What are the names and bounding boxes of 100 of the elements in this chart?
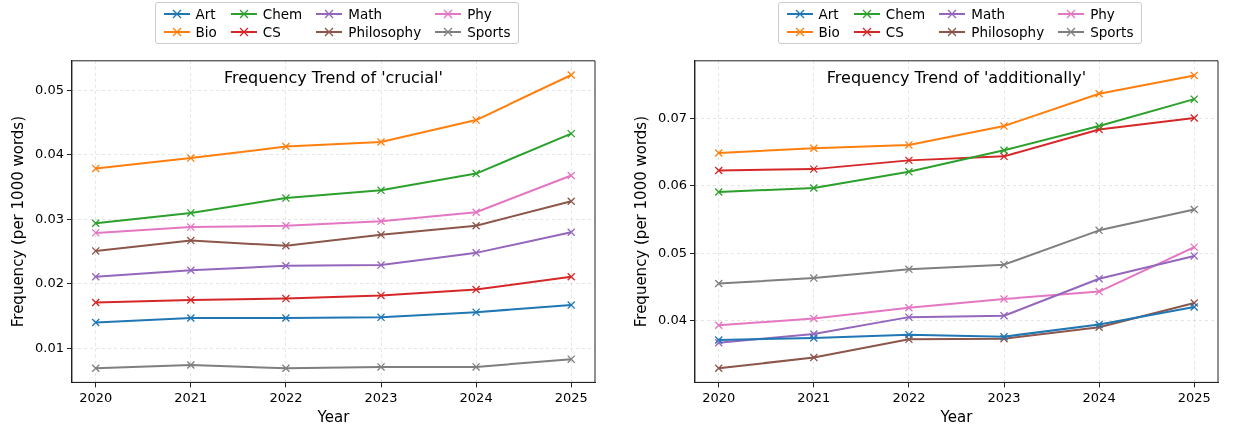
point xyxy=(904,265,914,274)
point xyxy=(281,261,291,270)
point xyxy=(186,295,196,305)
text: Frequency Trend of 'additionally' xyxy=(826,67,1087,87)
legend-label: CS xyxy=(262,24,281,40)
x-tick-label: 2024 xyxy=(1082,389,1116,405)
point xyxy=(714,187,723,197)
point xyxy=(809,164,819,174)
x-tick-label: 2022 xyxy=(892,389,926,405)
point xyxy=(471,285,481,294)
legend-label: Bio xyxy=(195,24,217,40)
y-axis-title: Frequency (per 1000 words) xyxy=(8,115,27,328)
point xyxy=(714,166,723,175)
point xyxy=(567,272,576,281)
x-tick-label: 2025 xyxy=(1177,389,1211,405)
x-tick-label: 2020 xyxy=(702,389,736,405)
legend-label: Phy xyxy=(467,6,492,22)
y-axis-title: Frequency (per 1000 words) xyxy=(631,115,650,328)
point xyxy=(1190,94,1199,104)
x-axis-title: Year xyxy=(939,407,974,426)
y-tick-label: 0.06 xyxy=(657,177,687,193)
point xyxy=(376,260,386,270)
point xyxy=(186,236,196,245)
x-tick-label: 2022 xyxy=(269,389,303,405)
legend-label: Sports xyxy=(1090,24,1134,40)
point xyxy=(567,355,576,364)
point xyxy=(809,183,819,193)
point xyxy=(1190,71,1199,80)
y-tick-label: 0.04 xyxy=(657,311,687,327)
legend-label: Sports xyxy=(467,24,511,40)
point xyxy=(281,241,291,250)
point xyxy=(809,333,819,343)
point xyxy=(186,313,196,323)
legend-label: Math xyxy=(348,6,383,22)
point xyxy=(567,171,576,180)
x-tick-label: 2023 xyxy=(364,389,398,405)
x-tick-label: 2024 xyxy=(459,389,493,405)
point xyxy=(91,364,100,373)
point xyxy=(904,330,914,339)
point xyxy=(999,152,1009,161)
point xyxy=(1190,302,1199,312)
point xyxy=(471,169,481,178)
point xyxy=(999,146,1009,155)
legend-label: Art xyxy=(195,6,216,22)
point xyxy=(281,313,291,323)
point xyxy=(281,294,291,303)
x-tick-label: 2021 xyxy=(174,389,208,405)
point xyxy=(471,221,481,230)
point xyxy=(471,307,481,317)
y-tick-label: 0.07 xyxy=(657,110,687,126)
point xyxy=(567,197,576,206)
point xyxy=(376,137,386,147)
point xyxy=(186,208,196,218)
point xyxy=(186,222,196,232)
point xyxy=(714,364,723,373)
point xyxy=(281,221,291,230)
point xyxy=(904,335,914,344)
point xyxy=(904,156,914,165)
point xyxy=(809,329,819,339)
point xyxy=(1190,298,1199,308)
point xyxy=(281,193,291,203)
x-tick-label: 2025 xyxy=(554,389,588,405)
point xyxy=(1190,205,1199,214)
point xyxy=(281,142,291,151)
y-tick-label: 0.05 xyxy=(657,244,687,260)
legend-label: CS xyxy=(885,24,904,40)
point xyxy=(567,228,576,237)
point xyxy=(714,279,723,288)
point xyxy=(186,153,196,163)
point xyxy=(809,314,819,323)
point xyxy=(904,303,914,312)
x-tick-label: 2021 xyxy=(797,389,831,405)
y-tick-label: 0.05 xyxy=(34,81,64,97)
point xyxy=(714,148,723,158)
y-tick-label: 0.03 xyxy=(34,210,64,226)
point xyxy=(999,311,1009,320)
y-tick-label: 0.04 xyxy=(34,146,64,162)
text: Frequency Trend of 'crucial' xyxy=(224,67,443,87)
y-tick-label: 0.01 xyxy=(34,339,64,355)
point xyxy=(1094,89,1104,98)
x-axis-title: Year xyxy=(316,407,351,426)
point xyxy=(809,273,819,283)
point xyxy=(714,321,723,330)
legend-label: Art xyxy=(818,6,839,22)
legend-label: Chem xyxy=(262,6,303,22)
point xyxy=(999,121,1009,131)
point xyxy=(1190,251,1199,261)
point xyxy=(999,260,1009,269)
point xyxy=(809,353,819,362)
point xyxy=(1094,226,1104,235)
point xyxy=(91,272,100,281)
point xyxy=(1094,121,1104,131)
legend-label: Bio xyxy=(818,24,840,40)
legend-label: Math xyxy=(971,6,1006,22)
point xyxy=(186,360,196,370)
point xyxy=(567,129,576,138)
point xyxy=(1094,274,1104,283)
point xyxy=(376,313,386,322)
point xyxy=(904,312,914,322)
legend-label: Philosophy xyxy=(971,24,1045,40)
